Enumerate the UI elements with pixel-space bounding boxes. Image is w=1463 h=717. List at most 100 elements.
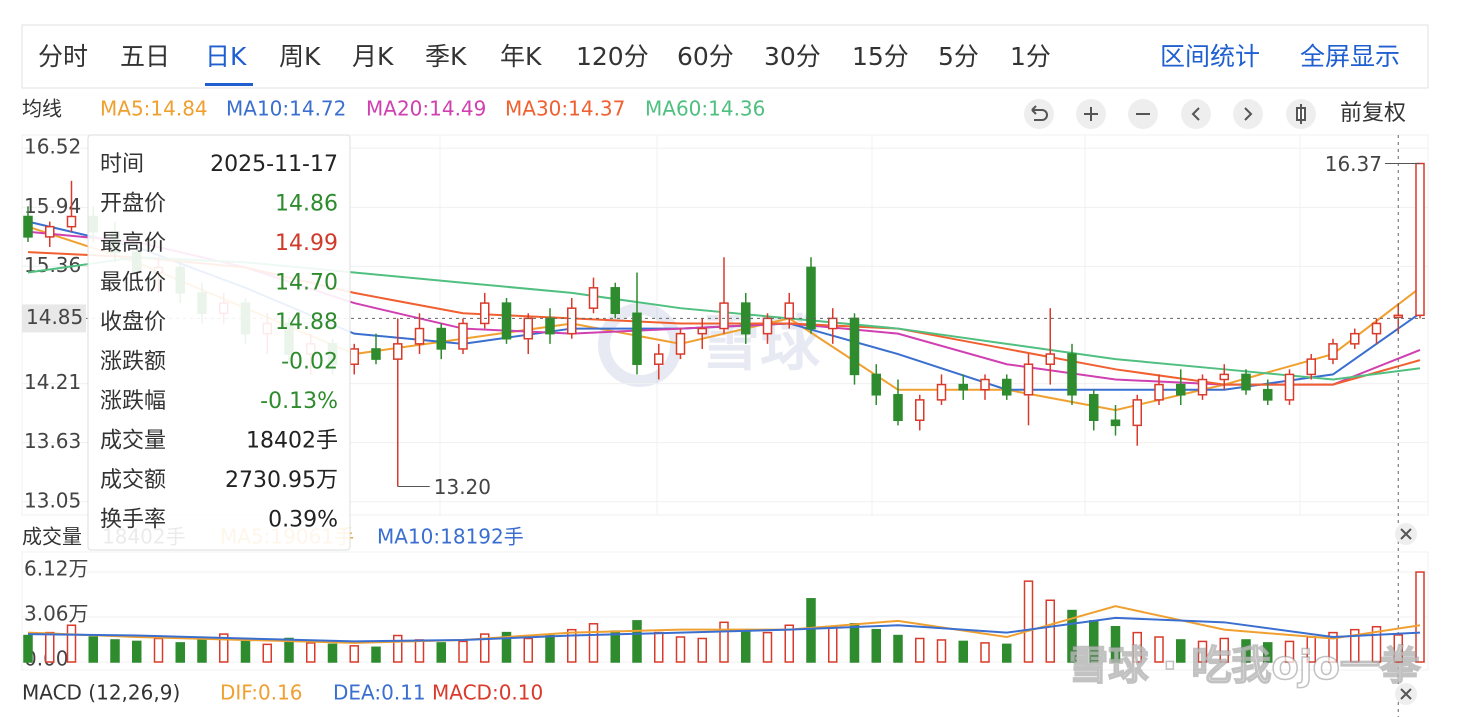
y-tick-label: 13.63: [24, 429, 81, 453]
volume-bar: [327, 643, 338, 663]
plus-icon: [1084, 107, 1098, 121]
volume-bar: [1371, 625, 1382, 663]
candle-body: [762, 317, 773, 335]
tooltip: 时间 2025-11-17 开盘价 14.86 最高价 14.99 最低价 14.70 收盘价 1…: [87, 134, 351, 551]
volume-bar: [980, 642, 990, 663]
volume-bar: [458, 640, 468, 663]
tab[interactable]: 月K: [352, 42, 394, 71]
volume-bar: [153, 637, 164, 663]
volume-bar: [1197, 640, 1208, 663]
candle-body: [588, 287, 599, 309]
tooltip-label: 成交量: [100, 429, 166, 454]
candle-body: [1306, 358, 1316, 376]
volume-bar: [1023, 580, 1034, 663]
tab[interactable]: 30分: [764, 42, 821, 71]
candle-body: [393, 343, 403, 360]
volume-bar: [1176, 639, 1186, 663]
right-tab[interactable]: 区间统计: [1160, 42, 1260, 71]
crosshair-label-bg: [22, 304, 86, 333]
volume-bar: [110, 639, 120, 663]
undo-icon: [1031, 105, 1048, 121]
candle-body: [1045, 353, 1055, 365]
volume-bar: [480, 633, 490, 663]
tab[interactable]: 15分: [852, 42, 909, 71]
volume-bar: [1067, 609, 1077, 663]
candle-body: [1176, 383, 1186, 396]
tab[interactable]: 60分: [677, 42, 734, 71]
candle-body: [523, 317, 533, 340]
volume-bar: [1350, 628, 1360, 663]
tooltip-label: 开盘价: [100, 192, 166, 217]
tab[interactable]: 5分: [938, 42, 979, 71]
volume-ma-legend: MA10:18192手: [377, 525, 524, 549]
volume-bar: [414, 639, 425, 663]
volume-title: 成交量: [22, 525, 82, 549]
ma-label: 均线: [22, 97, 62, 121]
tooltip-value: 0.39%: [268, 508, 338, 533]
volume-bar: [1241, 639, 1251, 663]
volume-ma-line: [27, 605, 1421, 644]
volume-bar: [675, 636, 686, 663]
candle-body: [480, 302, 490, 325]
candle-body: [980, 378, 990, 391]
ma-legend: MA30:14.37: [505, 97, 625, 121]
adjust-button[interactable]: 前复权: [1340, 101, 1406, 126]
tooltip-value: 14.99: [275, 231, 338, 256]
tab[interactable]: 年K: [500, 42, 542, 71]
macd-legend: MACD:0.10: [432, 681, 543, 705]
volume-bar: [371, 646, 381, 663]
undo-button[interactable]: [1024, 99, 1054, 129]
candle-body: [1154, 383, 1164, 401]
ma-legend: MA10:14.72: [226, 97, 346, 121]
candle-body: [654, 353, 664, 365]
volume-bar: [871, 628, 881, 663]
volume-bar: [132, 640, 142, 663]
right-button[interactable]: [1233, 99, 1263, 129]
candle-body: [501, 302, 512, 340]
candle-body: [349, 348, 359, 365]
volume-bar: [66, 624, 77, 663]
candle-body: [1328, 343, 1338, 360]
candle-body: [1002, 378, 1012, 396]
tab[interactable]: 五日: [120, 42, 170, 71]
candle-body: [1023, 363, 1034, 396]
tooltip-value: 14.88: [275, 310, 338, 335]
left-button[interactable]: [1181, 99, 1211, 129]
candle-body: [936, 383, 947, 401]
right-tab[interactable]: 全屏显示: [1300, 42, 1400, 71]
candle-body: [610, 287, 620, 315]
max-label: 16.37: [1325, 152, 1382, 176]
volume-bar: [762, 631, 773, 663]
candle-body: [1415, 162, 1425, 317]
candle-body: [1371, 322, 1382, 335]
volume-bar: [719, 621, 729, 663]
candle-body: [806, 266, 816, 330]
candle-body: [1067, 353, 1077, 396]
candle-body: [371, 348, 381, 360]
tab[interactable]: 分时: [38, 42, 88, 71]
tab[interactable]: 季K: [425, 42, 467, 71]
candle-body: [1197, 378, 1208, 396]
tooltip-label: 涨跌幅: [100, 389, 166, 414]
tab[interactable]: 日K: [205, 42, 247, 71]
toolbar: [1024, 99, 1316, 129]
volume-bar: [1393, 634, 1403, 663]
v-grid: [439, 135, 1301, 515]
candle-body: [545, 317, 555, 335]
tooltip-value: 14.70: [275, 271, 338, 296]
volume-bar: [501, 631, 512, 663]
y-tick-label: 16.52: [24, 135, 81, 159]
volume-bar: [697, 637, 707, 663]
volume-bar: [893, 634, 903, 663]
tab[interactable]: 周K: [279, 42, 321, 71]
volume-bar: [436, 642, 446, 663]
tab[interactable]: 120分: [576, 42, 649, 71]
tooltip-label: 涨跌额: [100, 350, 166, 375]
candle-body: [675, 332, 686, 355]
tooltip-label: 时间: [100, 152, 144, 177]
candle-body: [849, 317, 860, 376]
macd-legend: DEA:0.11: [333, 681, 426, 705]
tab[interactable]: 1分: [1010, 42, 1051, 71]
volume-bar: [654, 631, 664, 663]
